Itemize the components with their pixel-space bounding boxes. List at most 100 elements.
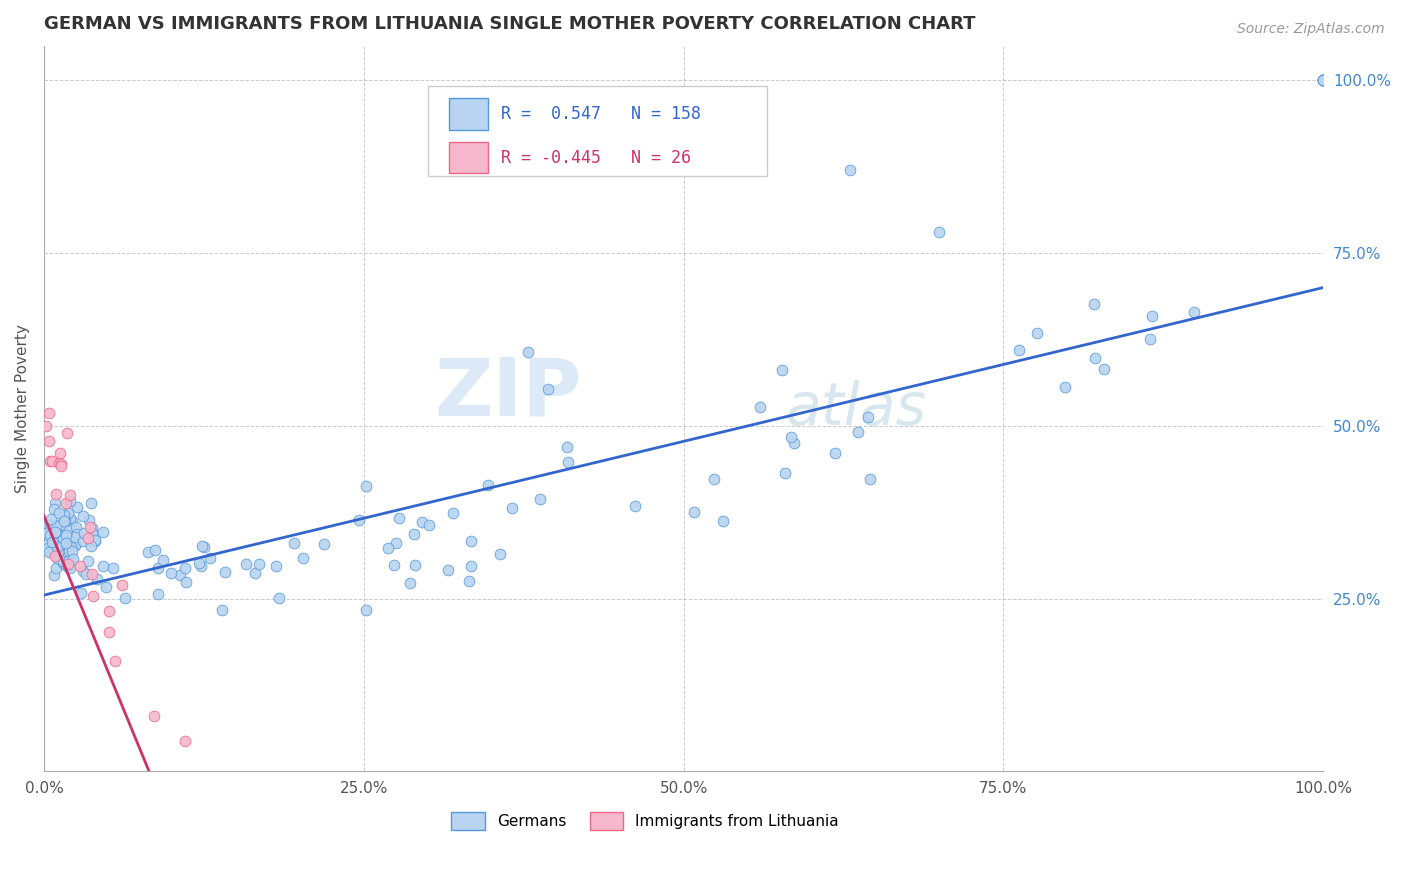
Point bbox=[80, 567, 103, 582]
Point bbox=[846, 425, 869, 440]
Point bbox=[243, 566, 266, 580]
Point bbox=[72, 564, 94, 578]
Point bbox=[65, 538, 87, 552]
Point bbox=[1008, 343, 1031, 358]
Point bbox=[267, 591, 290, 606]
Point bbox=[838, 163, 860, 178]
Point bbox=[39, 454, 62, 468]
Point bbox=[60, 544, 83, 558]
Point bbox=[55, 514, 77, 528]
Point bbox=[529, 491, 551, 506]
Point bbox=[235, 557, 257, 571]
Point bbox=[1312, 73, 1334, 87]
Point bbox=[77, 554, 100, 568]
Point bbox=[136, 545, 159, 559]
Point bbox=[45, 561, 67, 575]
Point bbox=[1312, 73, 1334, 87]
Point bbox=[460, 534, 482, 549]
Point bbox=[555, 440, 578, 454]
Point bbox=[41, 535, 63, 549]
Point bbox=[73, 526, 96, 541]
Point bbox=[441, 507, 464, 521]
Point bbox=[59, 494, 82, 508]
Point bbox=[354, 603, 377, 617]
Point bbox=[384, 535, 406, 549]
Point bbox=[52, 510, 75, 524]
Text: ZIP: ZIP bbox=[434, 355, 581, 433]
Point bbox=[49, 518, 72, 533]
Point bbox=[72, 508, 94, 523]
Point bbox=[79, 520, 101, 534]
Point bbox=[190, 539, 212, 553]
Point bbox=[143, 543, 166, 558]
Point bbox=[51, 537, 73, 551]
Bar bbox=[450, 142, 488, 174]
Point bbox=[48, 545, 70, 559]
Point bbox=[770, 363, 793, 377]
Point bbox=[38, 434, 60, 448]
Point bbox=[1053, 380, 1076, 394]
Point bbox=[45, 551, 67, 566]
Point bbox=[174, 734, 197, 748]
Point bbox=[411, 515, 433, 529]
Point bbox=[35, 525, 58, 540]
Point bbox=[773, 466, 796, 480]
Point bbox=[93, 558, 115, 573]
Legend: Germans, Immigrants from Lithuania: Germans, Immigrants from Lithuania bbox=[446, 805, 845, 837]
Point bbox=[55, 425, 77, 440]
Point bbox=[477, 478, 499, 492]
Point bbox=[60, 514, 83, 528]
Point bbox=[859, 473, 882, 487]
Point bbox=[557, 455, 579, 469]
Point bbox=[264, 558, 287, 573]
Point bbox=[1140, 309, 1163, 323]
Point bbox=[111, 578, 134, 592]
Point bbox=[152, 552, 174, 566]
Point bbox=[65, 519, 87, 533]
Point bbox=[55, 528, 77, 542]
Point bbox=[159, 566, 181, 581]
Point bbox=[56, 540, 79, 554]
Point bbox=[188, 556, 211, 570]
Text: GERMAN VS IMMIGRANTS FROM LITHUANIA SINGLE MOTHER POVERTY CORRELATION CHART: GERMAN VS IMMIGRANTS FROM LITHUANIA SING… bbox=[44, 15, 976, 33]
Point bbox=[38, 527, 60, 541]
Point bbox=[174, 575, 197, 590]
Point bbox=[114, 591, 136, 605]
Point bbox=[49, 457, 72, 471]
Point bbox=[402, 526, 425, 541]
Text: R =  0.547   N = 158: R = 0.547 N = 158 bbox=[501, 105, 700, 123]
Point bbox=[80, 496, 103, 510]
Point bbox=[1312, 73, 1334, 87]
Point bbox=[437, 563, 460, 577]
Point bbox=[52, 556, 75, 570]
Point bbox=[517, 345, 540, 359]
Point bbox=[247, 558, 270, 572]
Point bbox=[44, 495, 66, 509]
Point bbox=[37, 518, 59, 533]
Point bbox=[45, 525, 67, 540]
Point bbox=[66, 526, 89, 541]
Point bbox=[42, 501, 65, 516]
Point bbox=[283, 536, 305, 550]
Point bbox=[51, 458, 73, 473]
Point bbox=[55, 530, 77, 544]
FancyBboxPatch shape bbox=[427, 86, 766, 177]
Point bbox=[101, 561, 124, 575]
Point bbox=[98, 604, 121, 618]
Point bbox=[66, 500, 89, 514]
Point bbox=[37, 541, 59, 555]
Point bbox=[35, 538, 58, 552]
Point bbox=[91, 524, 114, 539]
Point bbox=[537, 382, 560, 396]
Point bbox=[214, 566, 236, 580]
Point bbox=[928, 225, 950, 239]
Point bbox=[70, 586, 93, 600]
Point bbox=[382, 558, 405, 573]
Point bbox=[48, 506, 70, 520]
Point bbox=[1092, 362, 1115, 376]
Text: Source: ZipAtlas.com: Source: ZipAtlas.com bbox=[1237, 22, 1385, 37]
Point bbox=[354, 479, 377, 493]
Point bbox=[703, 472, 725, 486]
Point bbox=[98, 624, 121, 639]
Point bbox=[35, 418, 58, 433]
